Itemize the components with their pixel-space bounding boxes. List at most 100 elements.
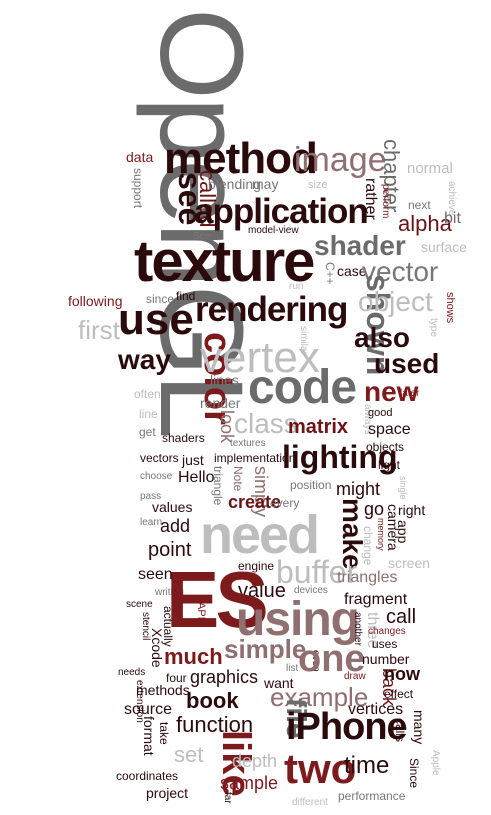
word-sample: sample <box>220 773 279 793</box>
word-function: function <box>176 712 254 737</box>
word-next: next <box>408 198 431 212</box>
word-every: every <box>270 496 300 510</box>
word-type: type <box>428 318 439 337</box>
word-class: class <box>234 408 298 439</box>
word-devices: devices <box>294 585 328 596</box>
word-lighting: lighting <box>282 439 398 475</box>
word-example: example <box>270 682 369 712</box>
word-number: number <box>362 651 410 667</box>
word-surface: surface <box>421 239 467 255</box>
word-code: code <box>248 361 357 414</box>
word-single: single <box>398 476 408 500</box>
word-use: use <box>118 295 194 344</box>
word-good: good <box>368 407 393 419</box>
word-shader: shader <box>314 230 406 261</box>
word-render: render <box>200 395 241 411</box>
word-later: later <box>400 388 420 399</box>
word-light: light <box>378 458 401 472</box>
word-perform: perform <box>380 184 391 219</box>
word-choose: choose <box>140 471 173 482</box>
word-vector: vector <box>362 256 439 287</box>
word-fragment: fragment <box>344 591 408 608</box>
word-apple: Apple <box>430 750 441 776</box>
word-xcode: Xcode <box>149 628 165 668</box>
word-vertex: vertex <box>200 333 320 382</box>
word-app: app <box>395 520 411 544</box>
word-lines: lines <box>210 372 239 388</box>
word-far: far <box>222 792 233 804</box>
word-get: get <box>139 425 156 439</box>
word-effect: effect <box>384 687 414 701</box>
word-list: list <box>286 663 299 674</box>
word-using: using <box>236 593 360 646</box>
word-often: often <box>134 387 161 401</box>
word-take: take <box>157 722 171 745</box>
word-changes: changes <box>368 626 406 637</box>
word-time: time <box>344 752 390 779</box>
word-api: API <box>195 602 207 620</box>
word-new: new <box>364 376 419 407</box>
word-engine: engine <box>238 559 275 573</box>
word-call: call <box>386 606 417 628</box>
word-alpha: alpha <box>398 211 452 236</box>
word-just: just <box>182 452 204 468</box>
word-application: application <box>194 192 369 231</box>
word-much: much <box>164 644 223 669</box>
word-texture: texture <box>134 229 315 294</box>
word-need: need <box>200 505 320 565</box>
word-writing: writing <box>155 587 184 598</box>
word-performance: performance <box>338 789 406 803</box>
word-shows: shows <box>444 292 456 324</box>
word-needs: needs <box>118 667 146 678</box>
word-way: way <box>118 344 171 375</box>
word-memory: memory <box>376 518 386 551</box>
word-seen: seen <box>138 566 173 583</box>
word-shaders: shaders <box>162 431 205 445</box>
word-draw: draw <box>344 671 366 682</box>
word-depth: depth <box>232 751 278 771</box>
word-matrix: matrix <box>288 416 349 438</box>
word-since: since <box>146 292 175 306</box>
word-space: space <box>368 421 411 438</box>
word-project: project <box>146 785 189 801</box>
word-scene: scene <box>126 599 153 610</box>
word-case: case <box>337 263 367 279</box>
word-values: values <box>152 499 193 515</box>
word-modelview: model-view <box>248 225 299 236</box>
word-objects: objects <box>366 440 405 454</box>
word-want: want <box>264 675 294 691</box>
word-source: source <box>124 701 173 718</box>
word-may: may <box>252 176 279 192</box>
word-screen: screen <box>388 555 431 571</box>
word-following: following <box>68 293 123 309</box>
word-bit: bit <box>444 210 461 227</box>
word-line: line <box>139 407 158 421</box>
word-two: two <box>284 745 357 792</box>
word-right: right <box>398 502 426 518</box>
word-size: size <box>308 179 328 191</box>
word-graphics: graphics <box>190 667 259 687</box>
word-coordinates: coordinates <box>116 769 179 783</box>
word-support: support <box>131 168 145 209</box>
word-four: four <box>166 671 187 685</box>
word-see2: See <box>193 231 211 242</box>
word-one: one <box>298 638 366 680</box>
word-run: run <box>289 281 304 292</box>
word-object: object <box>358 286 433 317</box>
word-blending: blending <box>208 176 261 192</box>
word-iphone: iPhone <box>286 706 408 748</box>
word-textures: textures <box>230 438 266 449</box>
word-find: find <box>176 289 196 303</box>
word-simple: simple <box>224 634 307 664</box>
word-vectors: vectors <box>140 451 179 465</box>
word-now: now <box>384 664 420 684</box>
word-go: go <box>364 499 385 519</box>
word-point: point <box>148 539 192 561</box>
word-triangle: triangle <box>211 466 225 506</box>
word-since2: Since <box>407 758 421 789</box>
word-create: create <box>228 492 282 512</box>
word-add: add <box>160 516 191 536</box>
word-used: used <box>374 348 440 379</box>
word-method: method <box>164 134 318 183</box>
